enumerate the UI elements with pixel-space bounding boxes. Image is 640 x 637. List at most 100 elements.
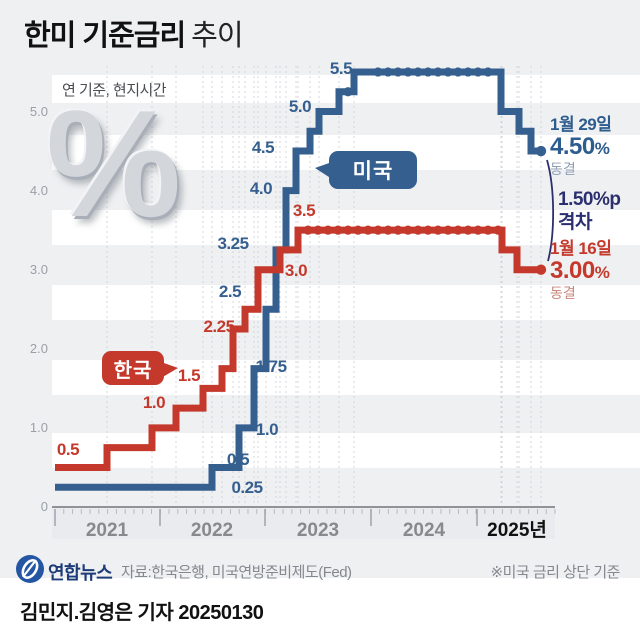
value-label: 3.0: [285, 261, 307, 280]
korea-latest-annotation: 1월 16일 3.00% 동결: [550, 239, 612, 302]
step-line: [55, 68, 541, 491]
hold-dot: [303, 225, 313, 235]
us-latest-annotation: 1월 29일 4.50% 동결: [550, 115, 612, 178]
rate-gap-annotation: 1.50%p 격차: [558, 189, 621, 235]
hold-dot: [473, 67, 483, 77]
x-axis-labels: 2021 2022 2023 2024 2025년: [86, 519, 547, 541]
x-axis-strip: [52, 508, 555, 539]
korea-line-series: 0.5 1.0 1.5 2.25 3.0 3.5: [55, 201, 547, 471]
hold-dot: [373, 225, 383, 235]
bubble-tail-right-icon: [161, 362, 178, 378]
hold-dot: [463, 225, 473, 235]
value-label: 2.25: [203, 317, 234, 336]
hold-dot: [443, 67, 453, 77]
chart-note: ※미국 금리 상단 기준: [490, 564, 621, 581]
svg-text:1.0: 1.0: [30, 420, 48, 435]
us-series-label-text: 미국: [352, 160, 394, 183]
korea-series-label-text: 한국: [113, 359, 153, 382]
value-label: 0.5: [57, 440, 79, 459]
hold-dot: [313, 225, 323, 235]
hold-dot: [403, 67, 413, 77]
value-labels: 0.5 1.0 1.5 2.25 3.0 3.5: [57, 201, 316, 459]
year-label: 2021: [86, 520, 129, 541]
us-series-label: 미국: [315, 151, 417, 189]
value-label: 5.5: [330, 59, 352, 78]
hold-dot: [483, 225, 493, 235]
rate-gap-label: 격차: [558, 211, 592, 233]
us-decision-status: 동결: [550, 161, 576, 178]
korea-rate-value: 3.00: [550, 256, 595, 284]
hold-dot: [363, 225, 373, 235]
rate-gap-value: 1.50%p: [558, 189, 621, 210]
value-label: 4.0: [250, 179, 272, 198]
gap-bracket: [546, 159, 555, 262]
hold-dot: [393, 225, 403, 235]
hold-dot: [473, 225, 483, 235]
percent-watermark: %: [46, 79, 181, 249]
us-decision-date: 1월 29일: [550, 115, 612, 134]
chart-subtitle: 연 기준, 현지시간: [62, 82, 167, 99]
value-labels: 0.25 0.5 1.0 1.75 2.5 3.25 4.0 4.5 5.0 5.5: [217, 59, 352, 497]
svg-text:5.0: 5.0: [30, 104, 48, 119]
value-label: 2.5: [219, 282, 241, 301]
svg-text:2.0: 2.0: [30, 341, 48, 356]
year-dividers: [54, 509, 478, 526]
hold-dot: [493, 225, 503, 235]
y-axis-labels: 5.0 4.0 3.0 2.0 1.0 0: [30, 104, 48, 514]
latest-dot: [535, 145, 547, 157]
value-label: 0.5: [227, 450, 249, 469]
year-label: 2023: [297, 520, 339, 541]
value-label: 1.75: [255, 357, 286, 376]
us-rate-value: 4.50: [550, 132, 595, 160]
us-line-series: 0.25 0.5 1.0 1.75 2.5 3.25 4.0 4.5 5.0 5.5: [55, 59, 547, 497]
gridlines: [106, 66, 542, 507]
svg-text:4.0: 4.0: [30, 183, 48, 198]
korea-decision-date: 1월 16일: [550, 239, 612, 258]
hold-dot: [433, 225, 443, 235]
yonhap-logo-icon: [16, 555, 44, 583]
title-bold: 한미 기준금리: [24, 20, 186, 52]
korea-rate-unit: %: [594, 262, 610, 282]
hold-dot: [453, 67, 463, 77]
background-stripes: [52, 75, 640, 468]
hold-dot: [353, 225, 363, 235]
hold-dot: [453, 225, 463, 235]
hold-dot: [383, 67, 393, 77]
hold-dot: [383, 225, 393, 235]
us-rate-unit: %: [594, 138, 610, 158]
hold-dot: [403, 225, 413, 235]
year-label: 2025년: [487, 519, 547, 541]
hold-dot: [323, 225, 333, 235]
value-label: 5.0: [289, 97, 311, 116]
value-label: 1.5: [178, 366, 200, 385]
korea-series-label: 한국: [102, 351, 178, 385]
data-source: 자료:한국은행, 미국연방준비제도(Fed): [121, 564, 352, 581]
hold-dot: [483, 67, 493, 77]
hold-dot: [463, 67, 473, 77]
hold-dot: [423, 225, 433, 235]
hold-dot: [443, 225, 453, 235]
year-label: 2022: [191, 520, 233, 541]
svg-text:0: 0: [41, 499, 48, 514]
hold-dot: [423, 67, 433, 77]
hold-dot: [393, 67, 403, 77]
byline: 김민지.김영은 기자 20250130: [20, 602, 264, 624]
value-label: 1.0: [143, 393, 165, 412]
value-label: 3.25: [217, 234, 248, 253]
hold-dot: [343, 225, 353, 235]
news-agency-name: 연합뉴스: [48, 563, 113, 583]
decision-dot: [343, 87, 353, 97]
korea-decision-status: 동결: [550, 285, 576, 302]
hold-dot: [413, 67, 423, 77]
year-label: 2024: [403, 520, 446, 541]
svg-text:3.0: 3.0: [30, 262, 48, 277]
value-label: 3.5: [293, 201, 315, 220]
hold-dot: [433, 67, 443, 77]
value-label: 4.5: [252, 138, 274, 157]
latest-dot: [535, 264, 547, 275]
hold-dot: [413, 225, 423, 235]
title-light: 추이: [191, 20, 243, 52]
rate-chart: 5.0 4.0 3.0 2.0 1.0 0 2021 2022 2023 2024 2025년 0.2…: [30, 59, 640, 541]
value-label: 1.0: [256, 420, 278, 439]
hold-dot: [333, 225, 343, 235]
